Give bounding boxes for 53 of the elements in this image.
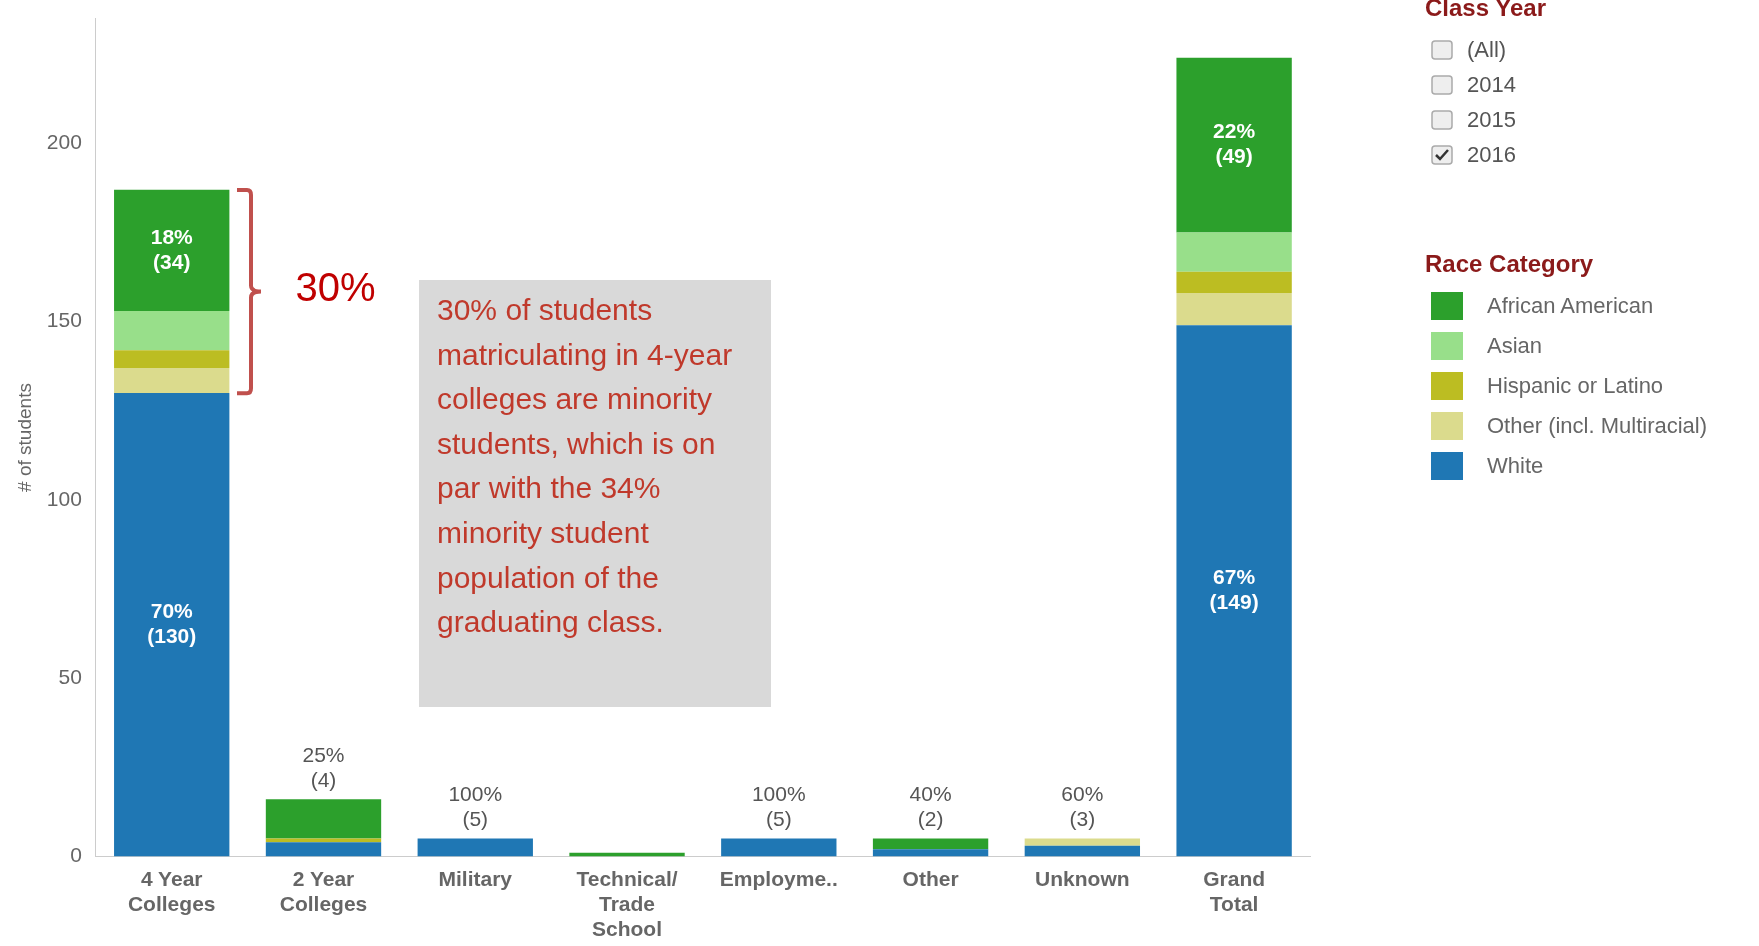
bar <box>265 799 382 839</box>
data-label: 25% (4) <box>302 742 345 791</box>
y-tick-label: 100 <box>46 486 82 510</box>
y-tick-label: 200 <box>46 130 82 154</box>
bar <box>721 838 837 857</box>
y-tick-label: 150 <box>46 308 82 332</box>
bar <box>872 849 989 857</box>
text: 2015 <box>1467 106 1516 133</box>
data-label: 40% (2) <box>909 781 952 830</box>
bar <box>114 392 230 857</box>
bar <box>1176 293 1292 326</box>
bar <box>1176 325 1292 857</box>
annotation: 30% of students matriculating in 4-year colleges are minority students, which is on par with the 34% minority student population of the graduating class. <box>437 292 734 641</box>
legend-label: African American <box>1487 293 1654 319</box>
x-tick-label: Grand Total <box>1203 866 1266 915</box>
annotation: 30% <box>295 265 376 311</box>
bar <box>114 310 230 351</box>
data-label: 22% (49) <box>1213 119 1256 168</box>
x-tick-label: Other <box>902 866 959 890</box>
x-tick-label: Unknown <box>1035 866 1130 890</box>
y-axis-title: # of students <box>13 383 35 492</box>
bar <box>1176 271 1292 294</box>
bar <box>1176 57 1292 233</box>
x-tick-label: Employme.. <box>719 866 838 890</box>
bar <box>114 350 230 368</box>
data-label: 100% (5) <box>751 781 806 830</box>
data-label: 70% (130) <box>147 598 197 647</box>
legend-label: Other (incl. Multiracial) <box>1487 413 1708 439</box>
bar <box>417 838 533 857</box>
bar <box>114 367 230 393</box>
x-tick-label: Military <box>438 866 513 890</box>
bar <box>1024 838 1141 846</box>
bar <box>1176 232 1292 272</box>
data-label: 100% (5) <box>448 781 503 830</box>
y-tick-label: 0 <box>70 843 82 867</box>
bar <box>872 838 989 850</box>
legend-label: Hispanic or Latino <box>1487 373 1664 399</box>
legend-label: White <box>1487 453 1544 479</box>
legend-title: Race Category <box>1425 250 1595 278</box>
data-label: 67% (149) <box>1209 565 1259 614</box>
bar <box>114 189 230 311</box>
data-label: 18% (34) <box>150 224 194 273</box>
text: 2014 <box>1467 71 1516 98</box>
data-label: 60% (3) <box>1061 781 1104 830</box>
x-tick-label: 4 Year Colleges <box>127 866 216 915</box>
legend-label: Asian <box>1487 333 1543 359</box>
text: 2016 <box>1467 141 1516 168</box>
x-tick-label: 2 Year Colleges <box>279 866 368 915</box>
y-tick-label: 50 <box>58 664 82 688</box>
x-tick-label: Technical/Trade School <box>576 866 678 941</box>
bar <box>265 842 382 857</box>
bar <box>1024 845 1141 857</box>
text: (All) <box>1467 36 1507 63</box>
